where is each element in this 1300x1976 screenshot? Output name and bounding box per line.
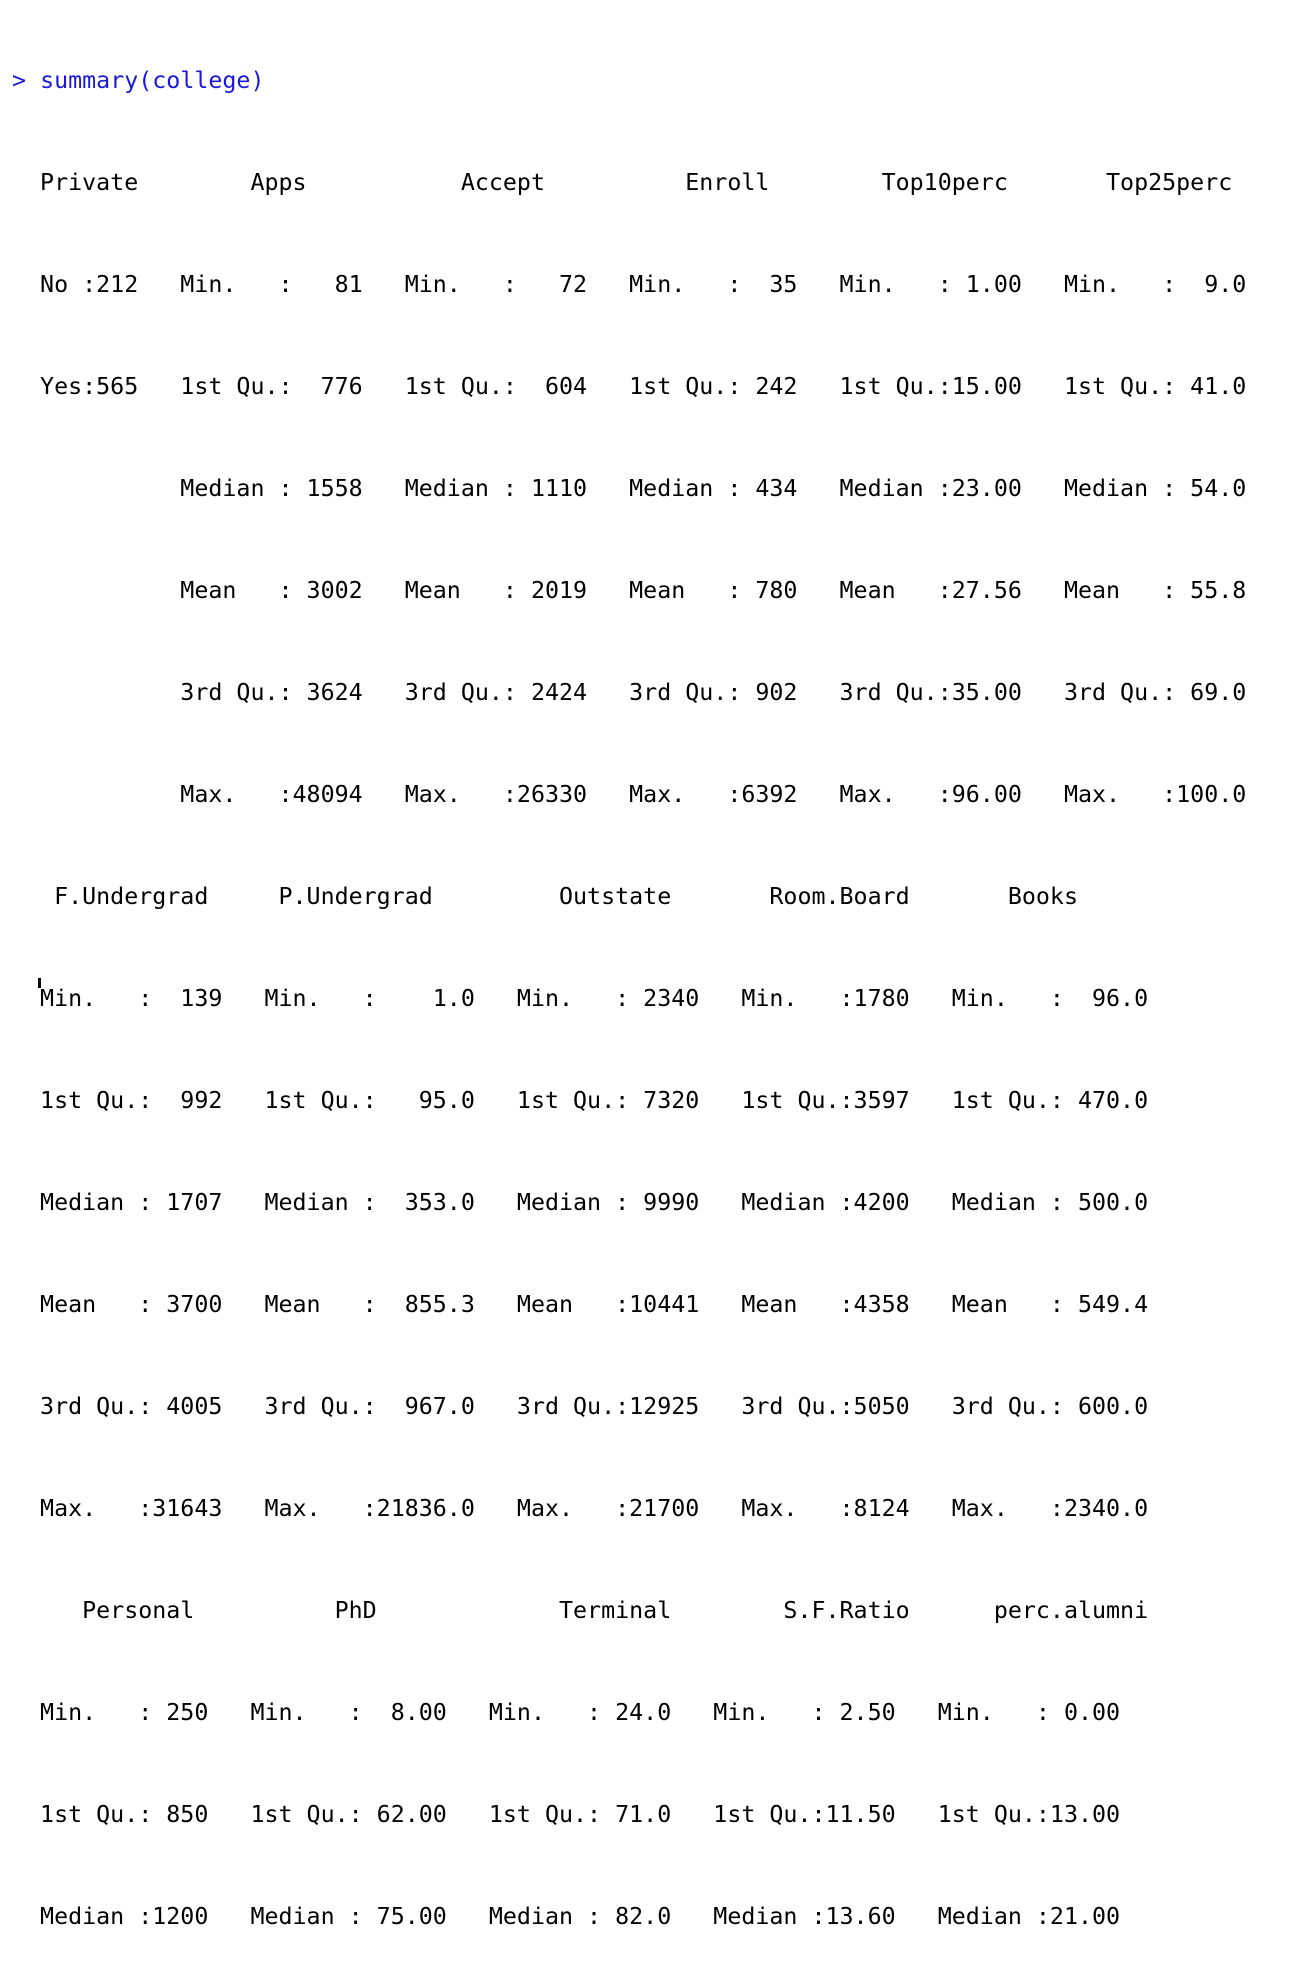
prompt-line: > summary(college) [12,64,1288,98]
output-line: Personal PhD Terminal S.F.Ratio perc.alu… [12,1597,1191,1624]
output-line: Median : 1707 Median : 353.0 Median : 99… [12,1189,1177,1216]
output-line: Private Apps Accept Enroll Top10perc Top… [12,169,1289,196]
output-line: No :212 Min. : 81 Min. : 72 Min. : 35 Mi… [12,271,1275,298]
output-line: Min. : 250 Min. : 8.00 Min. : 24.0 Min. … [12,1699,1149,1726]
output-line: Max. :31643 Max. :21836.0 Max. :21700 Ma… [12,1495,1177,1522]
prompt-symbol: > [12,67,27,94]
output-line: 3rd Qu.: 4005 3rd Qu.: 967.0 3rd Qu.:129… [12,1393,1177,1420]
text-cursor [38,978,41,988]
output-line: 3rd Qu.: 3624 3rd Qu.: 2424 3rd Qu.: 902… [12,679,1275,706]
output-line: Mean : 3002 Mean : 2019 Mean : 780 Mean … [12,577,1275,604]
output-line: Yes:565 1st Qu.: 776 1st Qu.: 604 1st Qu… [12,373,1275,400]
output-line: Mean : 3700 Mean : 855.3 Mean :10441 Mea… [12,1291,1177,1318]
output-line: Median :1200 Median : 75.00 Median : 82.… [12,1903,1149,1930]
output-line: Min. : 139 Min. : 1.0 Min. : 2340 Min. :… [12,985,1177,1012]
output-line: Max. :48094 Max. :26330 Max. :6392 Max. … [12,781,1275,808]
output-line: 1st Qu.: 992 1st Qu.: 95.0 1st Qu.: 7320… [12,1087,1177,1114]
console-output[interactable]: > summary(college) Private Apps Accept E… [12,0,1288,1976]
output-line: F.Undergrad P.Undergrad Outstate Room.Bo… [12,883,1177,910]
output-line: 1st Qu.: 850 1st Qu.: 62.00 1st Qu.: 71.… [12,1801,1149,1828]
output-line: Median : 1558 Median : 1110 Median : 434… [12,475,1275,502]
command-text: summary(college) [40,67,265,94]
